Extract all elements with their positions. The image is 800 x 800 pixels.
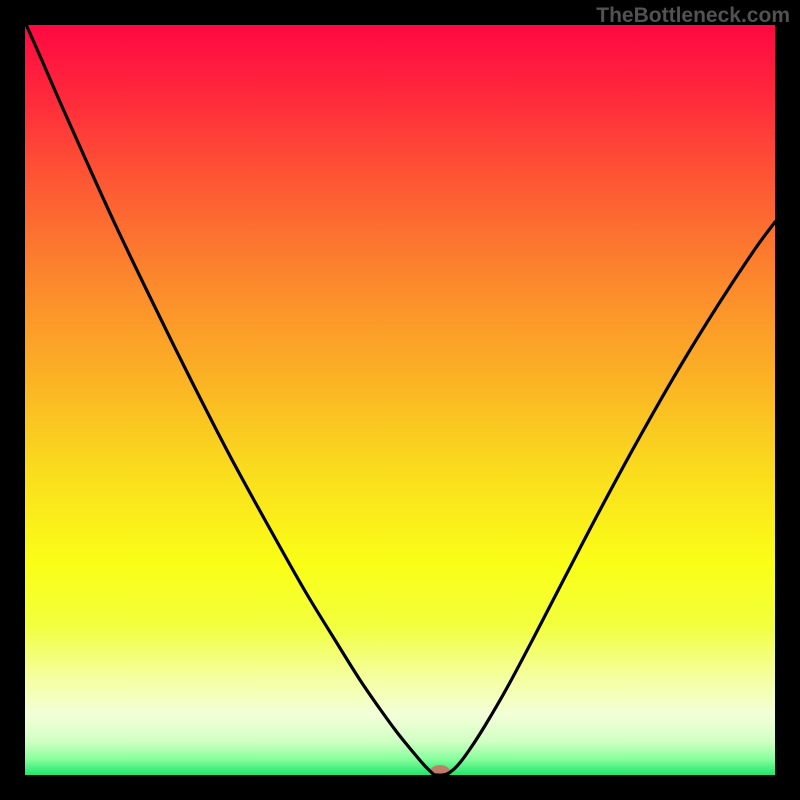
chart-container: TheBottleneck.com [0,0,800,800]
gradient-background [25,25,775,775]
watermark-text: TheBottleneck.com [596,4,790,28]
bottleneck-chart [0,0,800,800]
